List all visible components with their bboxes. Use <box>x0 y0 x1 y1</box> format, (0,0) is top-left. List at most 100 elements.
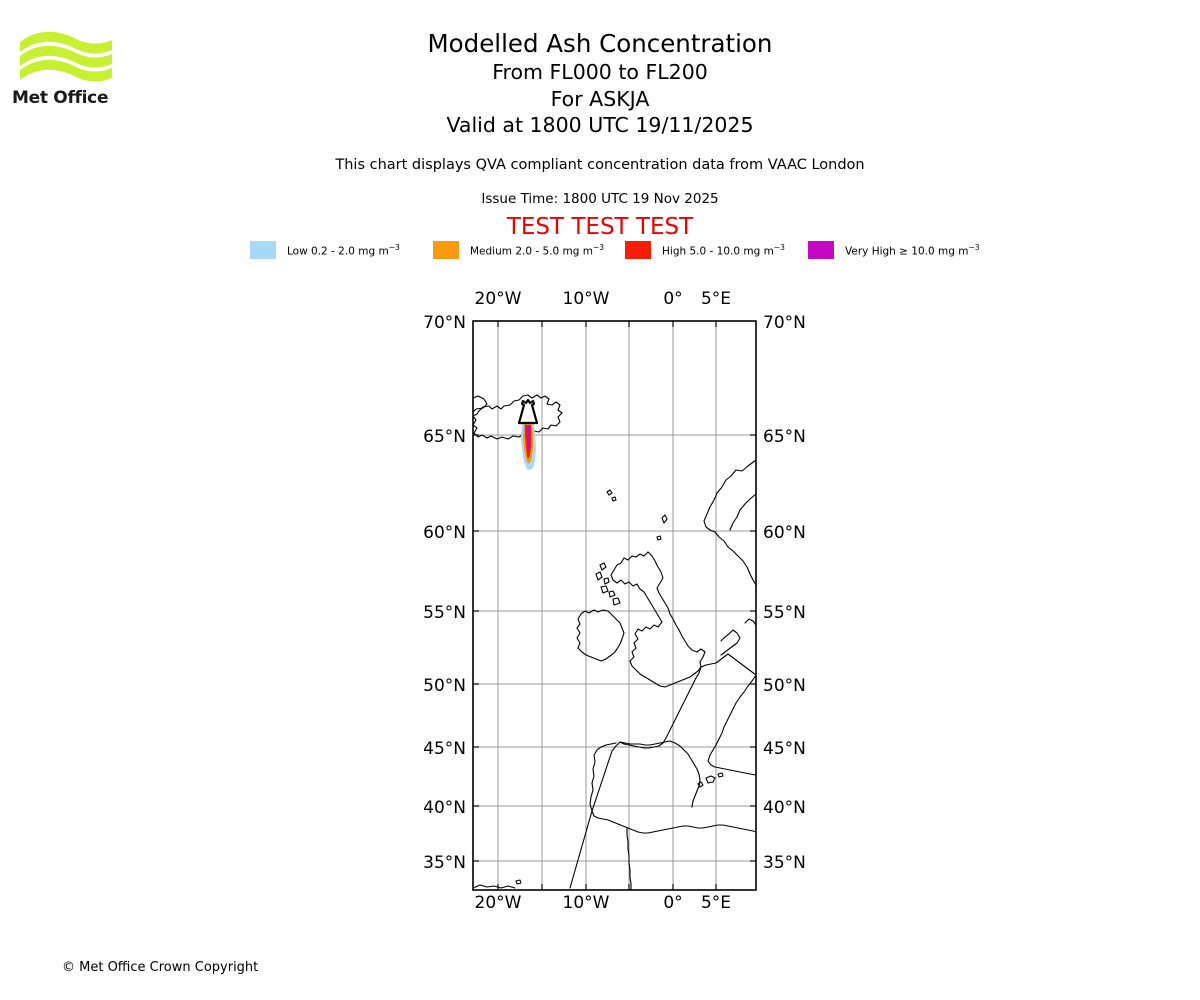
border-morocco-algeria <box>626 827 632 890</box>
issue-time: Issue Time: 1800 UTC 19 Nov 2025 <box>481 191 719 207</box>
coast-faroes-2 <box>611 496 617 502</box>
legend-label-exponent-3: −3 <box>968 242 980 252</box>
coast-hebrides-1 <box>599 562 607 571</box>
coast-lowlands <box>700 653 756 676</box>
coast-ireland <box>576 609 625 662</box>
legend-item-2: High 5.0 - 10.0 mg m−3 <box>625 239 785 261</box>
coast-hebrides-2 <box>595 571 603 581</box>
lat-tick-left-5: 45°N <box>423 739 466 759</box>
lat-tick-left-6: 40°N <box>423 798 466 818</box>
ash-plume <box>521 423 536 470</box>
lon-tick-bot-3: 5°E <box>701 893 731 913</box>
plume-band-very-high <box>526 426 530 451</box>
legend-label-2: High 5.0 - 10.0 mg m−3 <box>662 242 785 258</box>
coast-france-east <box>707 674 756 776</box>
coast-england-west <box>629 621 702 688</box>
legend-swatch-1 <box>433 241 459 259</box>
coast-england-east <box>672 618 706 668</box>
lon-tick-top-1: 10°W <box>563 289 610 309</box>
coast-norway-inner <box>729 493 756 531</box>
map-ticks <box>473 321 756 890</box>
lon-tick-bot-0: 20°W <box>475 893 522 913</box>
legend-label-3: Very High ≥ 10.0 mg m−3 <box>845 242 980 258</box>
legend-label-exponent-0: −3 <box>388 242 400 252</box>
chart-title-block: Modelled Ash Concentration From FL000 to… <box>0 28 1200 139</box>
coast-mallorca <box>705 775 716 784</box>
coast-scotland-east <box>647 551 674 620</box>
copyright-text: © Met Office Crown Copyright <box>62 960 259 975</box>
lon-tick-bot-2: 0° <box>663 893 682 913</box>
test-banner: TEST TEST TEST <box>506 214 694 240</box>
title-line-2: From FL000 to FL200 <box>492 60 708 84</box>
legend-label-0: Low 0.2 - 2.0 mg m−3 <box>287 242 400 258</box>
lat-tick-left-0: 70°N <box>423 313 466 333</box>
legend-item-1: Medium 2.0 - 5.0 mg m−3 <box>433 239 604 261</box>
coast-hebrides-3 <box>603 577 610 585</box>
coast-hebrides-4 <box>600 585 609 594</box>
coast-ibiza <box>697 781 704 788</box>
title-line-3: For ASKJA <box>550 86 650 111</box>
coast-denmark-n <box>744 618 756 626</box>
coast-portugal <box>589 742 617 812</box>
legend-item-3: Very High ≥ 10.0 mg m−3 <box>808 239 980 261</box>
chart-subtitle: This chart displays QVA compliant concen… <box>335 157 865 173</box>
coast-greenland <box>473 395 488 413</box>
lat-tick-labels-left: 70°N 65°N 60°N 55°N 50°N 45°N 40°N 35°N <box>423 313 466 873</box>
coast-shetland <box>661 514 668 524</box>
legend-label-exponent-1: −3 <box>592 242 605 252</box>
coastlines <box>473 394 756 890</box>
map-gridlines <box>473 321 756 890</box>
legend-item-0: Low 0.2 - 2.0 mg m−3 <box>250 239 400 261</box>
lat-tick-left-4: 50°N <box>423 676 466 696</box>
lon-tick-labels-bottom: 20°W 10°W 0° 5°E <box>475 893 732 913</box>
met-office-logo <box>12 24 122 114</box>
coast-iberia-south <box>591 741 756 834</box>
lat-tick-right-2: 60°N <box>763 523 806 543</box>
lat-tick-right-5: 45°N <box>763 739 806 759</box>
lat-tick-right-4: 50°N <box>763 676 806 696</box>
concentration-legend: Low 0.2 - 2.0 mg m−3 Medium 2.0 - 5.0 mg … <box>0 239 1200 261</box>
title-line-1: Modelled Ash Concentration <box>427 29 773 58</box>
legend-swatch-2 <box>625 241 651 259</box>
coast-denmark <box>720 629 741 656</box>
coast-azores-line <box>473 884 516 889</box>
legend-label-1: Medium 2.0 - 5.0 mg m−3 <box>470 242 605 258</box>
legend-swatch-0 <box>250 241 276 259</box>
lon-tick-labels-top: 20°W 10°W 0° 5°E <box>475 289 732 309</box>
title-line-4: Valid at 1800 UTC 19/11/2025 <box>446 113 754 137</box>
coast-scotland-west <box>610 551 663 623</box>
lon-tick-bot-1: 10°W <box>563 893 610 913</box>
met-office-wordmark: Met Office <box>12 88 109 108</box>
lat-tick-right-7: 35°N <box>763 853 806 873</box>
coast-france-west <box>619 666 702 749</box>
coast-faroes-1 <box>606 489 613 496</box>
coast-orkney <box>656 535 662 541</box>
met-office-waves-icon <box>20 31 112 82</box>
coast-menorca <box>717 772 724 778</box>
lat-tick-right-0: 70°N <box>763 313 806 333</box>
coast-madeira <box>515 879 522 885</box>
lon-tick-top-0: 20°W <box>475 289 522 309</box>
coast-morocco-west <box>569 810 593 889</box>
lat-tick-left-3: 55°N <box>423 603 466 623</box>
coast-hebrides-6 <box>612 597 621 606</box>
lon-tick-top-3: 5°E <box>701 289 731 309</box>
map-frame <box>472 320 757 891</box>
map-panel: 20°W 10°W 0° 5°E 20°W 10°W 0° 5°E 70°N 6… <box>0 280 1200 930</box>
lat-tick-right-6: 40°N <box>763 798 806 818</box>
coast-hebrides-5 <box>608 590 616 598</box>
ash-concentration-map: 20°W 10°W 0° 5°E 20°W 10°W 0° 5°E 70°N 6… <box>423 289 806 913</box>
lat-tick-left-7: 35°N <box>423 853 466 873</box>
coast-iberia-ne <box>619 740 701 808</box>
lat-tick-labels-right: 70°N 65°N 60°N 55°N 50°N 45°N 40°N 35°N <box>763 313 806 873</box>
lat-tick-left-2: 60°N <box>423 523 466 543</box>
lat-tick-right-3: 55°N <box>763 603 806 623</box>
lon-tick-top-2: 0° <box>663 289 682 309</box>
coast-norway-west <box>703 459 756 586</box>
legend-label-exponent-2: −3 <box>773 242 785 252</box>
lat-tick-left-1: 65°N <box>423 427 466 447</box>
lat-tick-right-1: 65°N <box>763 427 806 447</box>
coast-iceland <box>473 394 563 440</box>
volcano-symbol-icon <box>517 398 539 425</box>
legend-swatch-3 <box>808 241 834 259</box>
